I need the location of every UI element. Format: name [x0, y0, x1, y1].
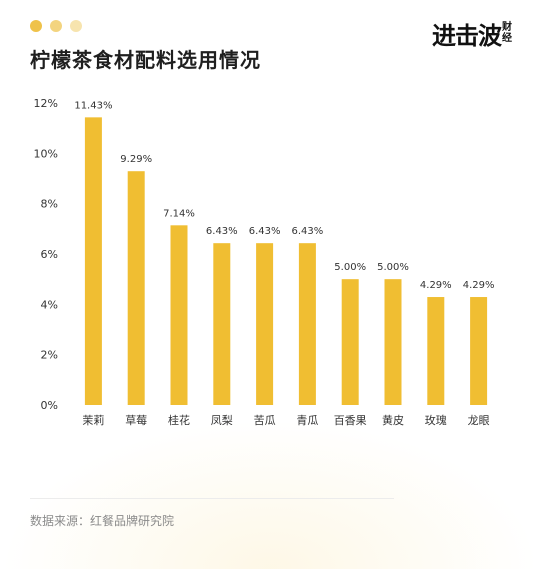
- source-divider: [30, 498, 394, 499]
- x-tick-label: 百香果: [334, 414, 367, 427]
- bar: [384, 279, 402, 405]
- bar: [298, 243, 316, 405]
- logo-sub-text: 财 经: [502, 22, 512, 44]
- chart-title: 柠檬茶食材配料选用情况: [30, 48, 261, 72]
- dot-3: [70, 20, 82, 32]
- dot-2: [50, 20, 62, 32]
- y-tick-label: 8%: [41, 198, 58, 211]
- logo-main-text: 进击波: [432, 21, 502, 50]
- bar-value-label: 9.29%: [120, 154, 152, 165]
- x-tick-label: 龙眼: [468, 414, 490, 427]
- y-tick-label: 4%: [41, 298, 58, 311]
- bar-value-label: 4.29%: [463, 280, 495, 291]
- bar: [470, 297, 488, 405]
- bar: [170, 225, 188, 405]
- bar-chart: 0% 2% 4% 6% 8% 10% 12% 11.43% 茉莉 9.29% 草莓 7.14% 桂花 6.…: [34, 97, 495, 427]
- y-tick-label: 0%: [41, 399, 58, 412]
- bar: [256, 243, 274, 405]
- x-tick-label: 黄皮: [382, 413, 404, 427]
- bar: [84, 117, 102, 405]
- bar-value-label: 6.43%: [206, 226, 238, 237]
- bar-value-label: 7.14%: [163, 208, 195, 219]
- bar-value-label: 5.00%: [377, 262, 409, 273]
- dot-1: [30, 20, 42, 32]
- data-source: 数据来源：红餐品牌研究院: [30, 514, 175, 528]
- bar: [213, 243, 231, 405]
- x-tick-label: 苦瓜: [254, 414, 276, 427]
- y-tick-label: 12%: [34, 97, 58, 110]
- y-tick-label: 10%: [34, 147, 58, 160]
- bar-value-label: 11.43%: [74, 100, 112, 111]
- y-tick-label: 2%: [41, 349, 58, 362]
- background-glow: [0, 419, 540, 569]
- x-tick-label: 玫瑰: [425, 413, 447, 427]
- x-tick-label: 草莓: [125, 414, 147, 427]
- bar-value-label: 5.00%: [334, 262, 366, 273]
- y-tick-label: 6%: [41, 248, 58, 261]
- logo-sub-1: 财: [502, 22, 512, 33]
- x-tick-label: 青瓜: [296, 414, 318, 427]
- x-tick-label: 茉莉: [82, 413, 104, 427]
- bar-value-label: 4.29%: [420, 280, 452, 291]
- bar-value-label: 6.43%: [292, 226, 324, 237]
- bar: [427, 297, 445, 405]
- x-tick-label: 凤梨: [211, 413, 233, 427]
- bar: [341, 279, 359, 405]
- window-dots: [30, 20, 82, 32]
- brand-logo: 进击波 财 经: [432, 16, 512, 50]
- x-tick-label: 桂花: [168, 413, 190, 427]
- bar-value-label: 6.43%: [249, 226, 281, 237]
- logo-sub-2: 经: [502, 33, 512, 44]
- bar: [127, 171, 145, 405]
